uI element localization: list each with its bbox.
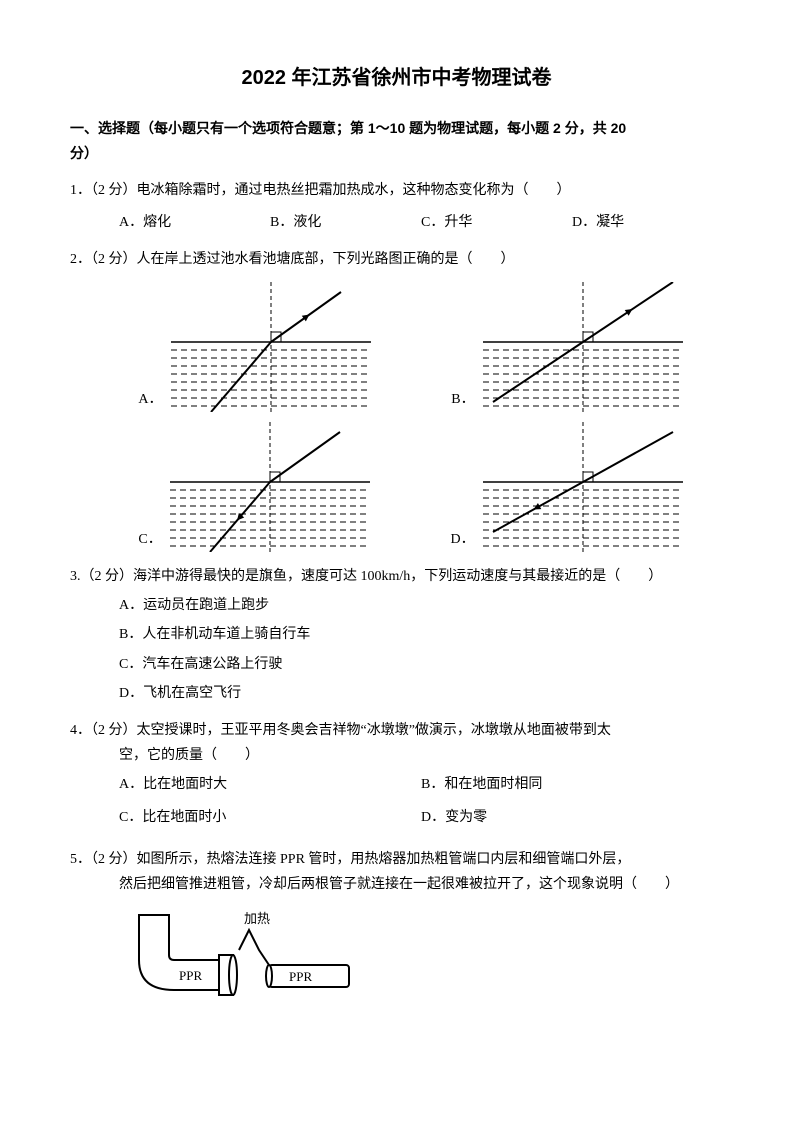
q4-option-a[interactable]: A．比在地面时大: [119, 772, 421, 797]
q5-stem-cont: 然后把细管推进粗管，冷却后两根管子就连接在一起很难被拉开了，这个现象说明（ ）: [70, 872, 723, 897]
question-1: 1．（2 分）电冰箱除霜时，通过电热丝把霜加热成水，这种物态变化称为（ ） A．…: [70, 178, 723, 234]
q1-options: A．熔化 B．液化 C．升华 D．凝华: [70, 210, 723, 235]
refraction-diagram-b: [483, 282, 683, 412]
page-title: 2022 年江苏省徐州市中考物理试卷: [70, 60, 723, 96]
q2-label-d: D．: [450, 527, 474, 552]
question-3: 3.（2 分）海洋中游得最快的是旗鱼，速度可达 100km/h，下列运动速度与其…: [70, 564, 723, 706]
section-heading-line2: 分）: [70, 145, 98, 161]
q4-stem: 4．（2 分）太空授课时，王亚平用冬奥会吉祥物“冰墩墩”做演示，冰墩墩从地面被带…: [70, 718, 723, 743]
q3-option-c[interactable]: C．汽车在高速公路上行驶: [119, 652, 723, 677]
q1-option-a[interactable]: A．熔化: [119, 210, 270, 235]
q3-option-a[interactable]: A．运动员在跑道上跑步: [119, 593, 723, 618]
q2-diagram-row-1: A． B．: [70, 282, 723, 412]
refraction-diagram-c: [170, 422, 370, 552]
q2-diagram-a: A．: [138, 282, 370, 412]
question-5: 5．（2 分）如图所示，热熔法连接 PPR 管时，用热熔器加热粗管端口内层和细管…: [70, 847, 723, 1015]
q2-diagram-c: C．: [138, 422, 369, 552]
q2-label-b: B．: [451, 387, 474, 412]
q1-stem: 1．（2 分）电冰箱除霜时，通过电热丝把霜加热成水，这种物态变化称为（ ）: [70, 178, 723, 203]
question-4: 4．（2 分）太空授课时，王亚平用冬奥会吉祥物“冰墩墩”做演示，冰墩墩从地面被带…: [70, 718, 723, 835]
q2-diagram-d: D．: [450, 422, 682, 552]
section-heading-line1: 一、选择题（每小题只有一个选项符合题意；第 1～10 题为物理试题，每小题 2 …: [70, 120, 626, 136]
q2-stem: 2．（2 分）人在岸上透过池水看池塘底部，下列光路图正确的是（ ）: [70, 247, 723, 272]
section-heading: 一、选择题（每小题只有一个选项符合题意；第 1～10 题为物理试题，每小题 2 …: [70, 116, 723, 166]
q2-label-a: A．: [138, 387, 162, 412]
q2-label-c: C．: [138, 527, 161, 552]
q3-option-d[interactable]: D．飞机在高空飞行: [119, 681, 723, 706]
q4-option-b[interactable]: B．和在地面时相同: [421, 772, 723, 797]
q4-stem-cont: 空，它的质量（ ）: [70, 743, 723, 768]
q1-option-b[interactable]: B．液化: [270, 210, 421, 235]
q2-diagram-row-2: C． D．: [70, 422, 723, 552]
q4-option-d[interactable]: D．变为零: [421, 805, 723, 830]
q3-option-b[interactable]: B．人在非机动车道上骑自行车: [119, 622, 723, 647]
q4-option-c[interactable]: C．比在地面时小: [119, 805, 421, 830]
svg-text:加热: 加热: [244, 911, 270, 926]
q1-option-d[interactable]: D．凝华: [572, 210, 723, 235]
q3-stem: 3.（2 分）海洋中游得最快的是旗鱼，速度可达 100km/h，下列运动速度与其…: [70, 564, 723, 589]
q2-diagram-b: B．: [451, 282, 682, 412]
q5-figure-wrap: 加热 PPR PPR: [70, 905, 723, 1015]
q4-options: A．比在地面时大 B．和在地面时相同 C．比在地面时小 D．变为零: [70, 768, 723, 834]
svg-text:PPR: PPR: [289, 969, 312, 984]
q1-option-c[interactable]: C．升华: [421, 210, 572, 235]
refraction-diagram-a: [171, 282, 371, 412]
ppr-pipe-diagram: 加热 PPR PPR: [119, 905, 379, 1015]
q3-options: A．运动员在跑道上跑步 B．人在非机动车道上骑自行车 C．汽车在高速公路上行驶 …: [70, 593, 723, 706]
refraction-diagram-d: [483, 422, 683, 552]
q5-stem: 5．（2 分）如图所示，热熔法连接 PPR 管时，用热熔器加热粗管端口内层和细管…: [70, 847, 723, 872]
svg-text:PPR: PPR: [179, 968, 202, 983]
question-2: 2．（2 分）人在岸上透过池水看池塘底部，下列光路图正确的是（ ） A． B． …: [70, 247, 723, 552]
